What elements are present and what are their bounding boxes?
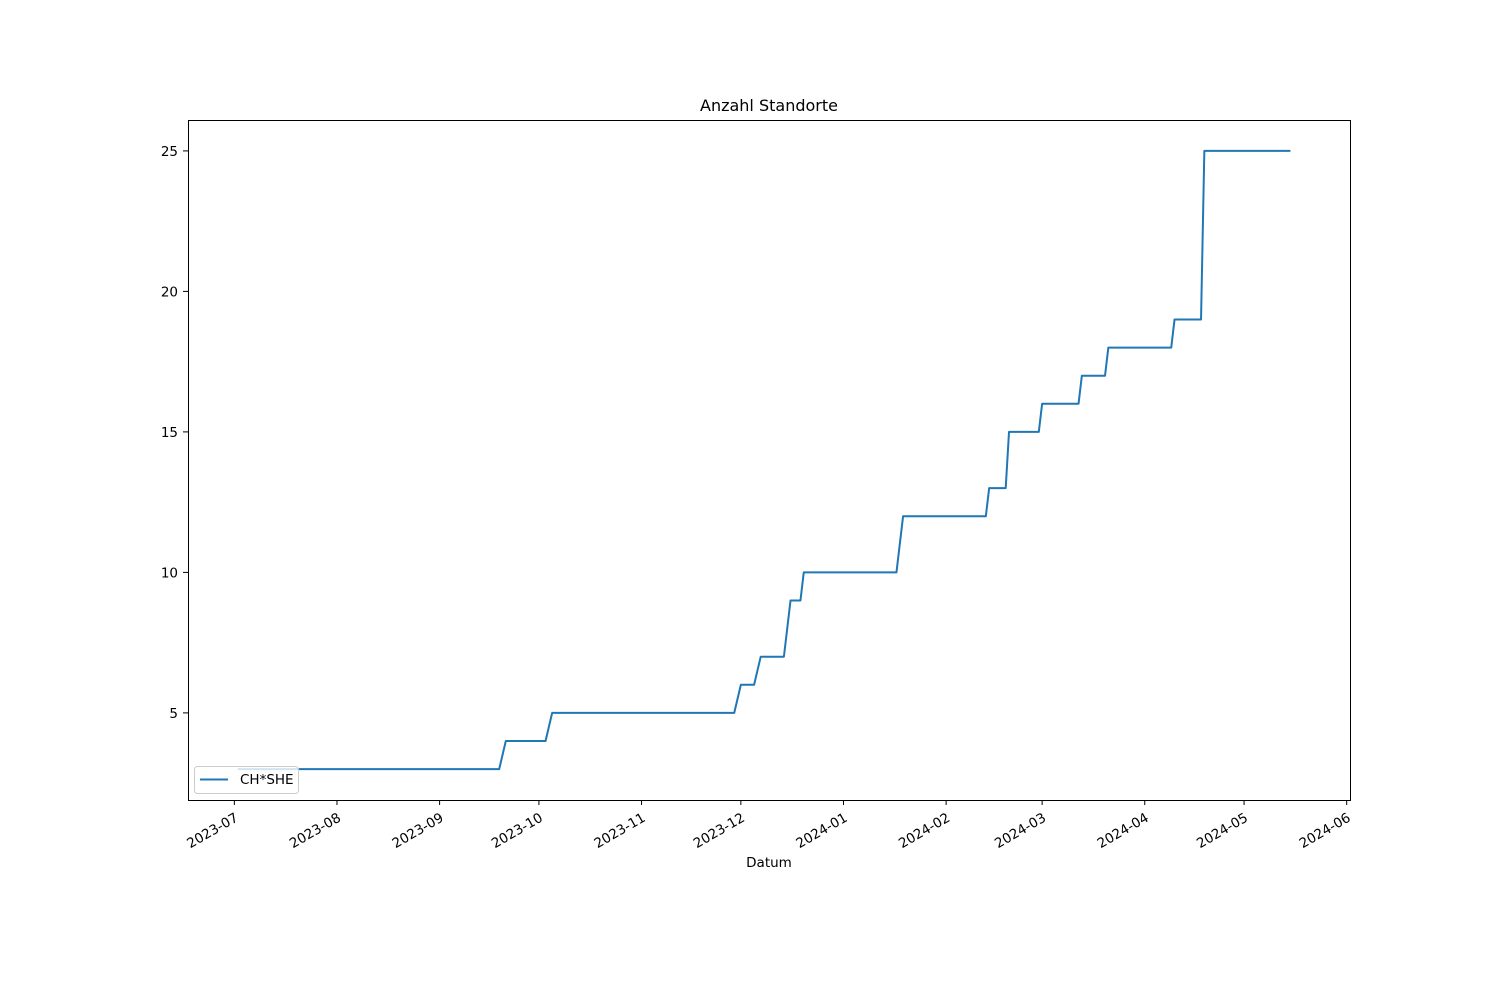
chart-title: Anzahl Standorte bbox=[700, 96, 838, 115]
plot-area-frame bbox=[188, 120, 1351, 801]
y-tick-label-3: 20 bbox=[161, 284, 178, 300]
series-line-0 bbox=[237, 149, 1291, 771]
y-tick-label-4: 25 bbox=[161, 144, 178, 160]
legend-label-ch-she: CH*SHE bbox=[240, 772, 294, 788]
series-layer bbox=[237, 149, 1291, 771]
y-tick-label-1: 10 bbox=[161, 565, 178, 581]
y-tick-label-2: 15 bbox=[161, 425, 178, 441]
y-tick-label-0: 5 bbox=[169, 706, 178, 722]
y-axis: 5 10 15 20 25 bbox=[161, 144, 188, 722]
legend-box bbox=[194, 766, 299, 794]
x-axis-label: Datum bbox=[746, 855, 792, 871]
legend: CH*SHE bbox=[194, 766, 299, 794]
